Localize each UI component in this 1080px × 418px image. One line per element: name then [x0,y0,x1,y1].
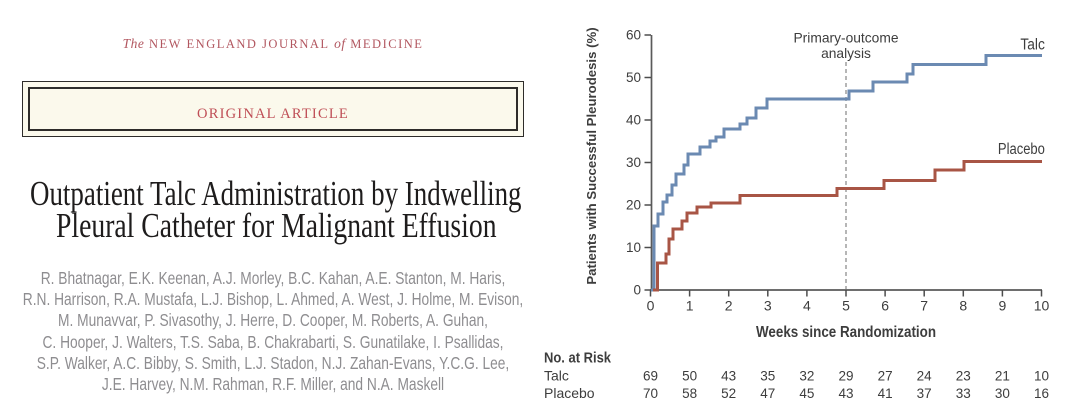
svg-text:27: 27 [878,369,893,384]
svg-text:70: 70 [643,386,658,401]
svg-text:Weeks since Randomization: Weeks since Randomization [756,324,936,341]
svg-text:21: 21 [995,369,1010,384]
svg-text:30: 30 [626,155,641,170]
svg-text:10: 10 [626,240,641,255]
svg-text:23: 23 [956,369,971,384]
svg-text:9: 9 [999,298,1007,314]
svg-text:7: 7 [920,298,928,314]
svg-text:No. at Risk: No. at Risk [544,351,612,367]
svg-text:33: 33 [956,386,971,401]
svg-text:analysis: analysis [821,46,871,61]
svg-text:Talc: Talc [1020,37,1045,54]
svg-text:0: 0 [647,298,655,314]
svg-text:52: 52 [721,386,736,401]
svg-text:47: 47 [760,386,775,401]
svg-text:8: 8 [959,298,967,314]
svg-text:29: 29 [838,369,853,384]
svg-text:40: 40 [626,113,641,128]
svg-text:Placebo: Placebo [544,385,595,401]
svg-text:60: 60 [626,28,641,43]
svg-text:10: 10 [1034,369,1049,384]
svg-text:35: 35 [760,369,775,384]
svg-text:3: 3 [764,298,772,314]
svg-text:50: 50 [626,70,641,85]
svg-text:24: 24 [917,369,933,384]
svg-text:69: 69 [643,369,658,384]
svg-text:43: 43 [838,386,853,401]
svg-text:32: 32 [799,369,814,384]
svg-text:50: 50 [682,369,697,384]
svg-text:45: 45 [799,386,814,401]
svg-text:10: 10 [1034,298,1050,314]
svg-text:37: 37 [917,386,932,401]
svg-text:Patients with Successful Pleur: Patients with Successful Pleurodesis (%) [584,27,599,284]
svg-text:0: 0 [633,283,641,298]
svg-text:58: 58 [682,386,697,401]
svg-text:20: 20 [626,198,641,213]
svg-text:1: 1 [686,298,694,314]
svg-text:Primary-outcome: Primary-outcome [793,31,898,46]
svg-text:6: 6 [881,298,889,314]
svg-text:2: 2 [725,298,733,314]
svg-text:41: 41 [878,386,893,401]
svg-text:5: 5 [842,298,850,314]
svg-text:Talc: Talc [544,368,569,384]
svg-text:30: 30 [995,386,1010,401]
svg-text:16: 16 [1034,386,1049,401]
svg-text:43: 43 [721,369,736,384]
svg-text:Placebo: Placebo [998,141,1045,158]
svg-text:4: 4 [803,298,811,314]
